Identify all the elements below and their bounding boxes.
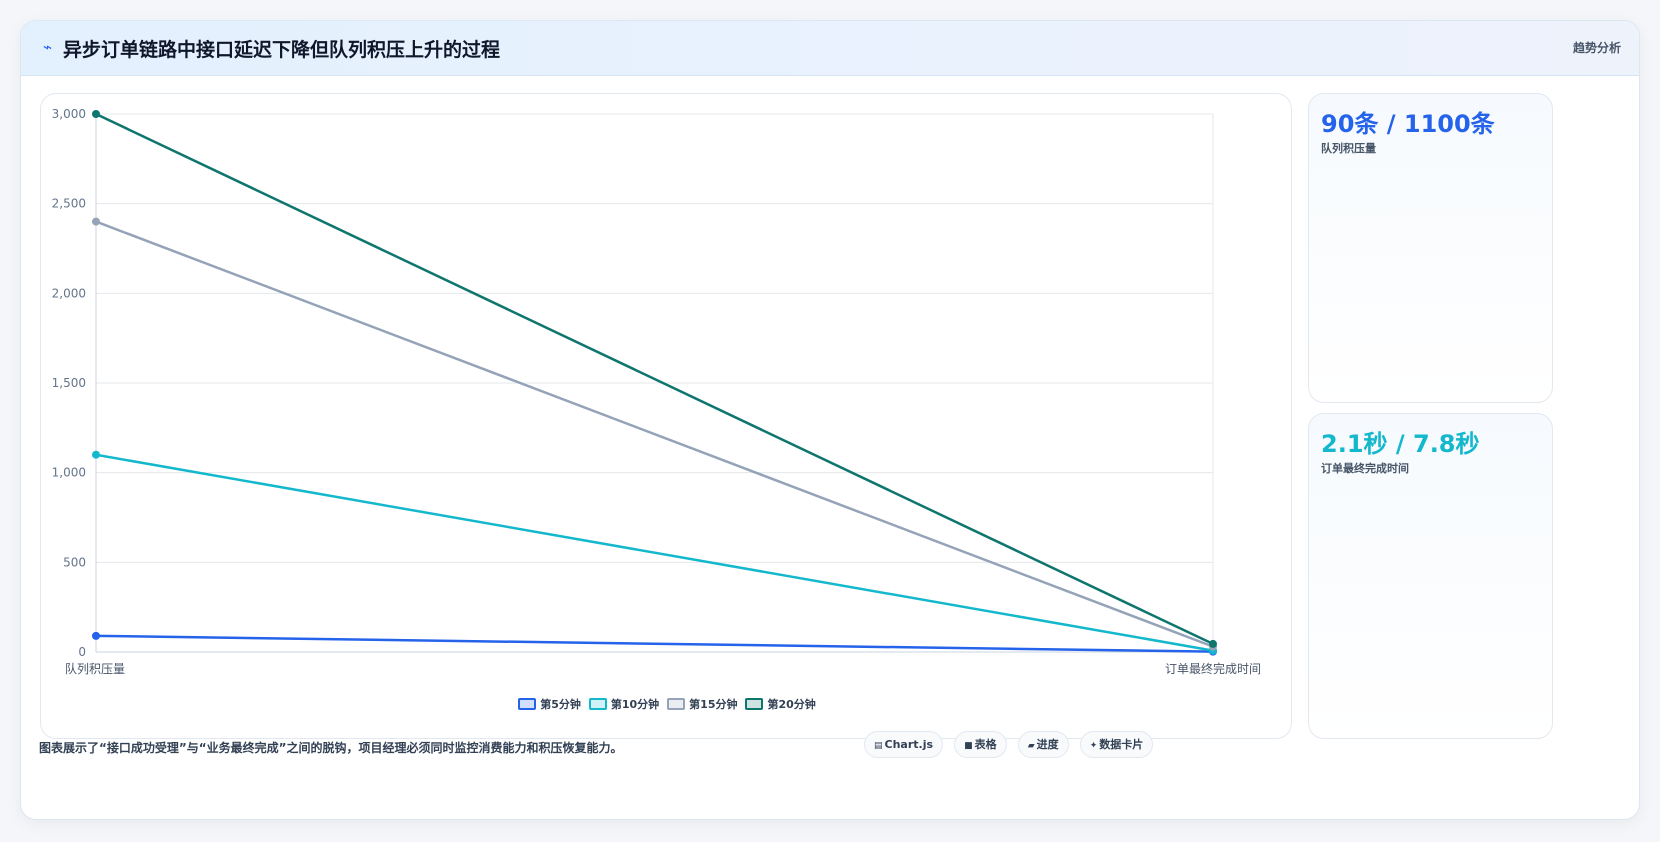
data-point[interactable] [92,450,100,459]
series-line [95,453,1214,652]
trend-analysis-link[interactable]: 趋势分析 [1572,41,1621,55]
data-point[interactable] [92,217,100,226]
stat-value: 90条 / 1100条 [1321,110,1495,138]
legend-label: 第5分钟 [540,698,581,711]
x-category-label: 订单最终完成时间 [1165,661,1261,676]
stat-card-completion-time: 2.1秒 / 7.8秒 订单最终完成时间 [1308,413,1553,739]
data-point[interactable] [92,110,100,118]
series-line [95,634,1214,653]
legend-item[interactable]: 第5分钟 [518,696,581,712]
y-tick-label: 0 [78,645,86,659]
legend-label: 第10分钟 [610,698,660,711]
y-tick-label: 2,500 [52,197,86,211]
series-line [95,220,1214,648]
card-icon: ✦ [1089,741,1098,751]
stat-value: 2.1秒 / 7.8秒 [1321,430,1480,458]
stat-card-backlog: 90条 / 1100条 队列积压量 [1308,93,1553,403]
series-line [95,112,1214,646]
data-card-pill[interactable]: ✦ 数据卡片 [1079,731,1154,758]
progress-icon: ▰ [1027,741,1035,751]
table-icon: ■ [964,741,973,751]
chartjs-pill[interactable]: ▤ Chart.js [864,731,944,758]
x-category-label: 队列积压量 [65,661,125,676]
chart-panel: 0 500 1,000 1,500 2,000 2,500 3,000 队列积压量 订单最终完成… [40,93,1292,739]
stat-label: 订单最终完成时间 [1321,462,1409,475]
pulse-icon: ⌁ [43,38,53,56]
legend-swatch [588,698,607,710]
table-pill[interactable]: ■ 表格 [954,731,1007,758]
chart-caption: 图表展示了“接口成功受理”与“业务最终完成”之间的脱钩，项目经理必须同时监控消费… [39,741,623,755]
y-tick-label: 2,000 [52,286,86,300]
tool-pills: ▤ Chart.js ■ 表格 ▰ 进度 ✦ 数据卡片 [864,731,1159,759]
y-tick-label: 3,000 [52,107,86,121]
legend-swatch [667,698,686,710]
legend-item[interactable]: 第15分钟 [667,696,737,712]
card-header: ⌁ 异步订单链路中接口延迟下降但队列积压上升的过程 趋势分析 [21,21,1639,76]
legend-label: 第20分钟 [767,698,816,711]
data-point[interactable] [92,631,100,640]
chart-icon: ▤ [874,741,883,751]
data-point[interactable] [1209,639,1217,648]
stat-label: 队列积压量 [1321,142,1376,155]
y-tick-label: 500 [63,555,86,569]
y-tick-label: 1,000 [52,466,86,480]
legend-item[interactable]: 第20分钟 [745,696,816,712]
chart-legend: 第5分钟 第10分钟 第15分钟 第20分钟 [41,696,1291,712]
legend-swatch [518,698,537,710]
line-chart: 0 500 1,000 1,500 2,000 2,500 3,000 队列积压量 订单最终完成… [52,107,1261,676]
chart-title: 异步订单链路中接口延迟下降但队列积压上升的过程 [63,39,501,61]
progress-pill[interactable]: ▰ 进度 [1017,731,1069,758]
chart-card: ⌁ 异步订单链路中接口延迟下降但队列积压上升的过程 趋势分析 0 500 1,000… [20,20,1640,820]
legend-swatch [745,698,764,710]
legend-item[interactable]: 第10分钟 [588,696,660,712]
legend-label: 第15分钟 [689,698,738,711]
y-tick-label: 1,500 [52,376,86,390]
